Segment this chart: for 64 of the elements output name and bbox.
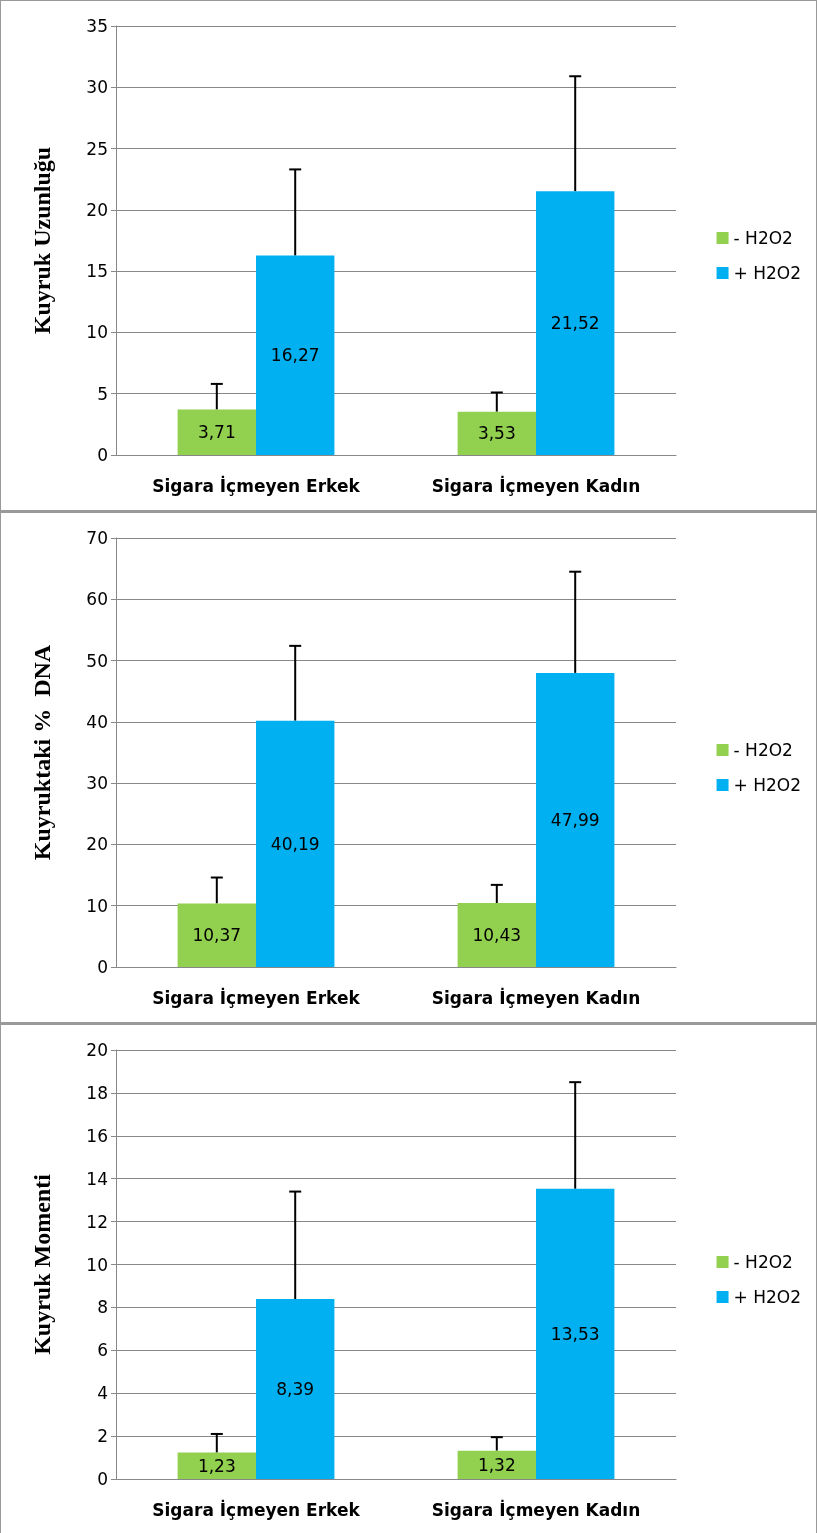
y-tick-label: 12 [86,1211,108,1232]
legend-label: + H2O2 [733,1287,802,1307]
legend-label: - H2O2 [733,1252,793,1272]
y-axis-title: Kuyruk Uzunluğu [29,146,55,335]
data-label: 8,39 [276,1379,315,1400]
bar [536,672,615,967]
data-label: 3,53 [477,423,516,444]
legend-label: + H2O2 [733,775,802,795]
y-axis-title: Kuyruk Momenti [29,1173,55,1355]
data-label: 16,27 [270,345,320,366]
legend-label: + H2O2 [733,263,802,283]
y-tick-label: 60 [86,589,108,610]
y-tick-label: 10 [86,895,108,916]
y-tick-label: 30 [86,773,108,794]
x-tick-label: Sigara İçmeyen Erkek [152,474,361,496]
y-tick-label: 35 [86,16,108,36]
legend-label: - H2O2 [733,740,793,760]
x-tick-label: Sigara İçmeyen Erkek [152,986,361,1008]
bar [256,255,335,455]
y-tick-label: 16 [86,1125,108,1146]
y-tick-label: 4 [97,1383,108,1404]
y-axis-title: Kuyruktaki % DNA [29,644,55,861]
y-tick-label: 20 [86,1040,108,1060]
bar [536,1188,615,1479]
data-label: 1,23 [197,1455,236,1476]
legend-label: - H2O2 [733,228,793,248]
bar [256,1299,335,1479]
data-label: 10,37 [192,925,242,946]
y-tick-label: 0 [97,1469,108,1489]
y-tick-label: 0 [97,957,108,977]
y-tick-label: 18 [86,1082,108,1103]
y-tick-label: 40 [86,711,108,732]
bar [177,409,256,455]
y-tick-label: 70 [86,528,108,548]
y-tick-label: 50 [86,650,108,671]
data-label: 10,43 [472,925,522,946]
y-tick-label: 30 [86,77,108,98]
y-tick-label: 2 [97,1426,108,1447]
y-tick-label: 20 [86,834,108,855]
x-tick-label: Sigara İçmeyen Erkek [152,1498,361,1520]
x-tick-label: Sigara İçmeyen Kadın [431,1498,641,1520]
bar [177,903,256,967]
y-tick-label: 14 [86,1168,108,1189]
bar [457,903,536,967]
bar [256,720,335,967]
data-label: 21,52 [550,313,600,334]
y-tick-label: 20 [86,199,108,220]
x-tick-label: Sigara İçmeyen Kadın [431,986,641,1008]
bar [457,411,536,455]
bar [536,191,615,455]
y-tick-label: 25 [86,138,108,159]
y-tick-label: 10 [86,1254,108,1275]
data-label: 3,71 [197,422,236,443]
y-tick-label: 0 [97,445,108,465]
y-tick-label: 10 [86,322,108,343]
data-label: 1,32 [477,1454,516,1475]
y-tick-label: 6 [97,1340,108,1361]
data-label: 40,19 [270,833,320,854]
data-label: 47,99 [550,809,600,830]
y-tick-label: 5 [97,383,108,404]
data-label: 13,53 [550,1323,600,1344]
y-tick-label: 8 [97,1297,108,1318]
x-tick-label: Sigara İçmeyen Kadın [431,474,641,496]
y-tick-label: 15 [86,261,108,282]
